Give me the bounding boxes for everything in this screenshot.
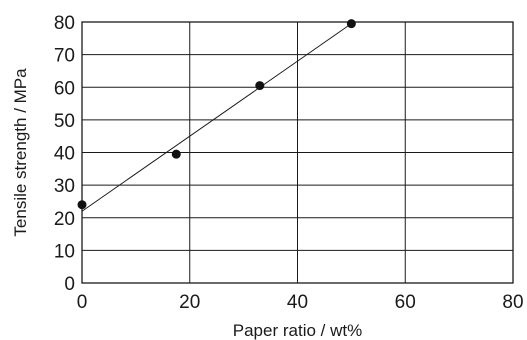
trend-line [81,23,352,212]
x-tick-labels: 0 20 40 60 80 [77,292,524,313]
y-tick-label: 80 [54,13,75,34]
data-point [77,200,87,210]
data-point [171,149,181,159]
data-point [346,19,356,29]
x-tick-label: 0 [77,292,88,313]
y-tick-label: 20 [54,209,75,230]
y-tick-label: 60 [54,78,75,99]
y-tick-label: 30 [54,176,75,197]
y-tick-label: 70 [54,46,75,67]
grid [82,22,513,283]
x-axis-label: Paper ratio / wt% [233,321,362,340]
x-tick-label: 80 [502,292,523,313]
y-tick-label: 0 [64,274,75,295]
y-tick-labels: 0 10 20 30 40 50 60 70 80 [54,13,75,295]
x-tick-label: 40 [287,292,308,313]
y-tick-label: 50 [54,111,75,132]
y-tick-label: 10 [54,241,75,262]
x-tick-label: 20 [179,292,200,313]
x-tick-label: 60 [395,292,416,313]
y-tick-label: 40 [54,144,75,165]
data-points [77,19,356,210]
y-axis-label: Tensile strength / MPa [11,68,30,237]
plot-frame [81,21,514,284]
data-point [255,81,265,91]
